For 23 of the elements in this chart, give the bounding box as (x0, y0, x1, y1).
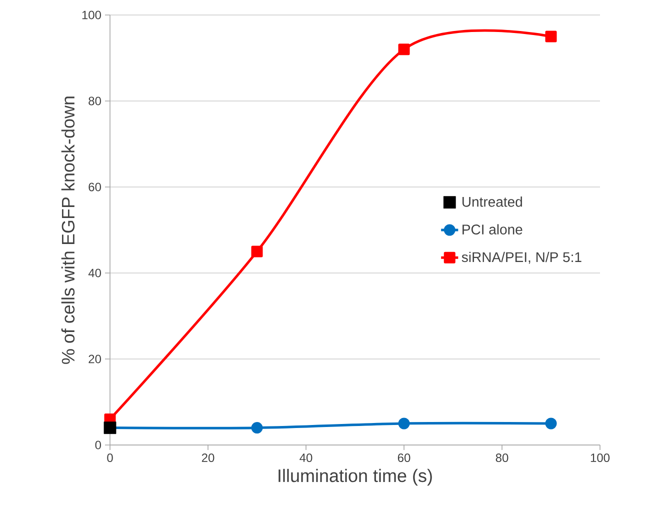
y-tick-label: 20 (88, 354, 102, 364)
point (398, 418, 410, 430)
x-tick-label: 100 (590, 454, 610, 462)
point (545, 418, 557, 430)
legend-label: Untreated (462, 196, 522, 207)
x-tick-label: 20 (202, 454, 214, 462)
y-tick-label: 60 (88, 182, 102, 192)
x-tick-label: 40 (300, 454, 312, 462)
x-tick-label: 80 (496, 454, 508, 462)
x-tick-label: 60 (398, 454, 410, 462)
y-tick-label: 0 (95, 440, 102, 450)
y-tick-label: 40 (88, 268, 102, 278)
x-axis-title: Illumination time (s) (278, 468, 432, 486)
x-tick-label: 0 (107, 454, 113, 462)
legend-label: siRNA/PEI, N/P 5:1 (462, 252, 582, 264)
legend-label: PCI alone (462, 224, 522, 234)
point (398, 44, 410, 56)
y-tick-label: 80 (88, 96, 102, 106)
y-axis-title: % of cells with EGFP knock-down (61, 96, 75, 364)
point (251, 422, 263, 434)
point (251, 246, 263, 258)
y-tick-label: 100 (82, 10, 101, 20)
point (545, 30, 557, 42)
